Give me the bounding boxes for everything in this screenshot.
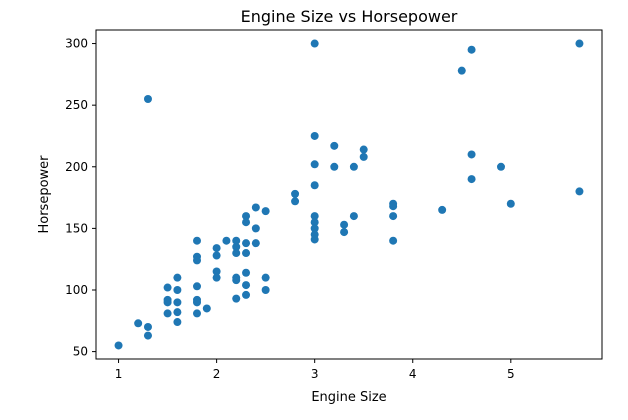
data-point: [506, 199, 515, 208]
data-point: [261, 207, 270, 216]
data-point: [291, 189, 300, 198]
data-point: [193, 256, 202, 265]
data-point: [438, 205, 447, 214]
plot-frame: [95, 29, 603, 360]
data-point: [222, 236, 231, 245]
data-point: [232, 249, 241, 258]
data-point: [359, 145, 368, 154]
data-point: [496, 162, 505, 171]
data-point: [163, 298, 172, 307]
data-point: [242, 249, 251, 258]
data-point: [251, 203, 260, 212]
data-point: [349, 212, 358, 221]
x-tick-label: 4: [409, 367, 417, 381]
data-point: [467, 150, 476, 159]
x-tick-label: 5: [507, 367, 515, 381]
y-tick-label: 300: [65, 37, 88, 51]
data-point: [242, 239, 251, 248]
data-point: [242, 212, 251, 221]
data-point: [173, 285, 182, 294]
data-point: [340, 228, 349, 237]
data-point: [232, 276, 241, 285]
data-point: [163, 283, 172, 292]
data-point: [340, 220, 349, 229]
data-point: [242, 281, 251, 290]
data-point: [389, 202, 398, 211]
data-point: [173, 308, 182, 317]
data-point: [143, 331, 152, 340]
y-tick-label: 200: [65, 160, 88, 174]
data-point: [193, 236, 202, 245]
data-point: [173, 273, 182, 282]
data-point: [575, 39, 584, 48]
chart-title: Engine Size vs Horsepower: [241, 7, 458, 26]
data-point: [291, 197, 300, 206]
data-point: [575, 187, 584, 196]
y-tick-label: 150: [65, 221, 88, 235]
data-point: [212, 267, 221, 276]
data-points: [114, 39, 584, 350]
data-point: [349, 162, 358, 171]
y-axis-label: Horsepower: [37, 155, 52, 234]
data-point: [173, 298, 182, 307]
x-axis-label: Engine Size: [311, 390, 386, 405]
x-tick-label: 1: [115, 367, 123, 381]
data-point: [251, 239, 260, 248]
data-point: [467, 175, 476, 184]
x-tick-label: 2: [213, 367, 221, 381]
data-point: [389, 236, 398, 245]
data-point: [310, 212, 319, 221]
data-point: [114, 341, 123, 350]
data-point: [193, 282, 202, 291]
data-point: [232, 242, 241, 251]
data-point: [212, 273, 221, 282]
data-point: [163, 309, 172, 318]
data-point: [310, 131, 319, 140]
data-point: [173, 318, 182, 327]
data-point: [134, 319, 143, 328]
data-point: [143, 322, 152, 331]
data-point: [457, 66, 466, 75]
data-point: [389, 212, 398, 221]
data-point: [467, 45, 476, 54]
data-point: [212, 244, 221, 253]
data-point: [261, 273, 270, 282]
data-point: [202, 304, 211, 313]
data-point: [310, 235, 319, 244]
data-point: [232, 236, 241, 245]
data-point: [310, 218, 319, 227]
axis-ticks: 1 2 3 4 5 50 100 150 200 250 300: [65, 37, 515, 381]
data-point: [242, 290, 251, 299]
data-point: [251, 224, 260, 233]
data-point: [193, 309, 202, 318]
y-tick-label: 50: [73, 345, 88, 359]
data-point: [310, 160, 319, 169]
data-point: [261, 285, 270, 294]
data-point: [310, 181, 319, 190]
data-point: [143, 95, 152, 104]
data-point: [330, 162, 339, 171]
y-tick-label: 100: [65, 283, 88, 297]
data-point: [310, 39, 319, 48]
data-point: [242, 218, 251, 227]
data-point: [193, 298, 202, 307]
data-point: [359, 152, 368, 161]
data-point: [212, 251, 221, 260]
data-point: [310, 224, 319, 233]
data-point: [330, 141, 339, 150]
x-tick-label: 3: [311, 367, 319, 381]
y-tick-label: 250: [65, 98, 88, 112]
data-point: [242, 268, 251, 277]
data-point: [232, 294, 241, 303]
